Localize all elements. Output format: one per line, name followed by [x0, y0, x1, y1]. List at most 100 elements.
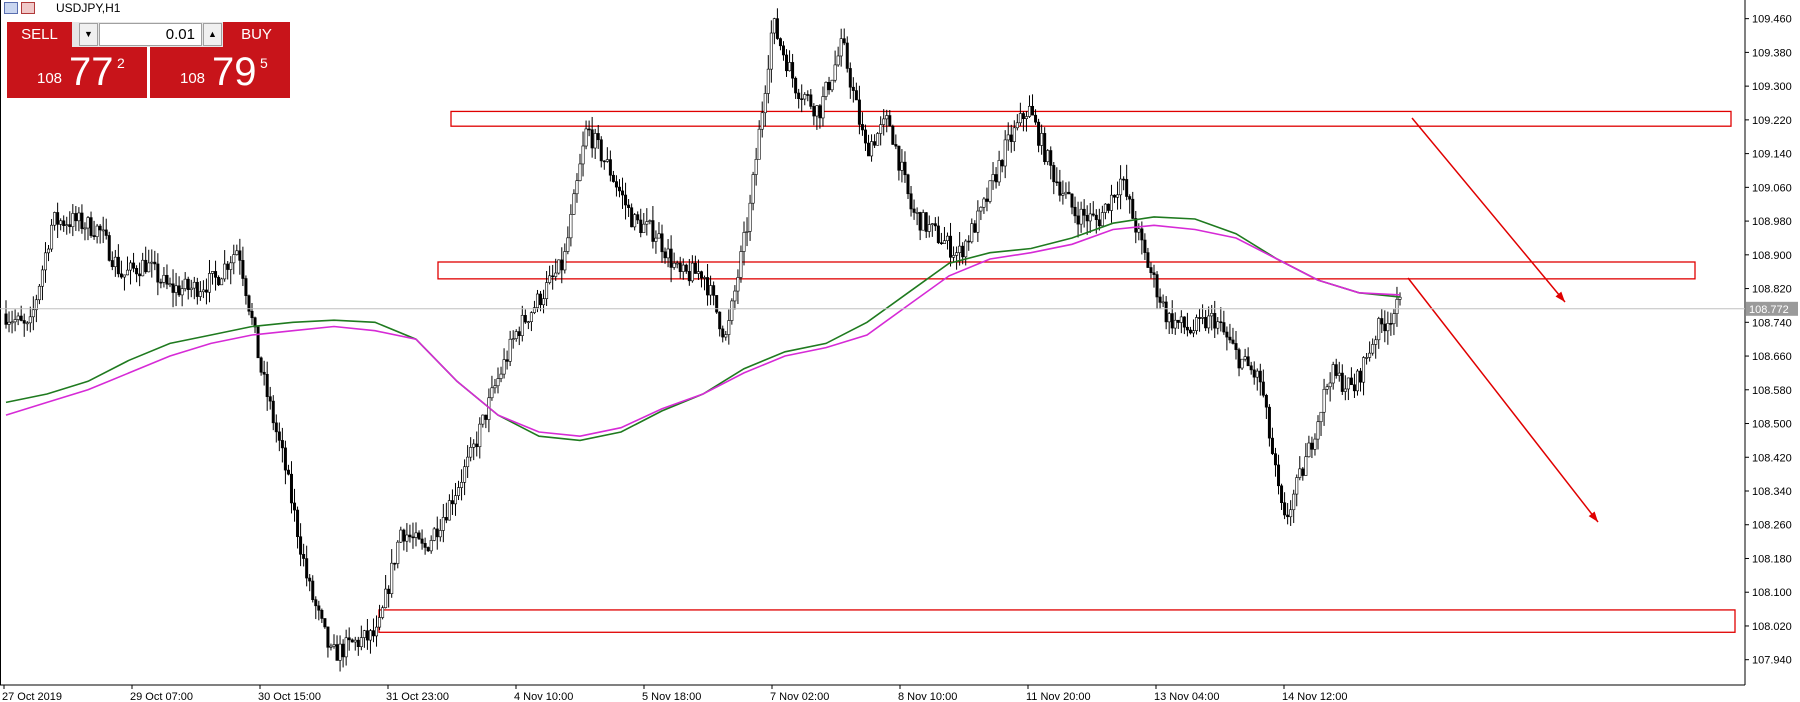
- candle-body: [393, 562, 397, 565]
- candle-body: [970, 223, 974, 243]
- candle-body: [1034, 114, 1038, 123]
- candle-body: [958, 245, 962, 253]
- candle-body: [1201, 317, 1205, 319]
- lot-increase-button[interactable]: ▲: [203, 23, 222, 46]
- resistance-zone-middle: [437, 261, 1696, 280]
- candle-body: [204, 289, 208, 293]
- candle-body: [1143, 239, 1147, 253]
- candle-body: [132, 262, 136, 269]
- candle-body: [481, 414, 485, 425]
- forecast-arrow-2-head: [1588, 511, 1598, 522]
- candle-body: [690, 262, 694, 282]
- candle-body: [438, 530, 442, 538]
- candle-body: [1255, 370, 1259, 378]
- lot-size-input[interactable]: [99, 23, 202, 46]
- candle-body: [34, 299, 38, 311]
- candle-body: [43, 252, 47, 271]
- candle-body: [1286, 514, 1290, 518]
- candle-body: [25, 322, 29, 325]
- buy-button[interactable]: BUY: [223, 22, 290, 47]
- candle-body: [745, 231, 749, 233]
- buy-price-box[interactable]: 108 79 5: [150, 47, 290, 98]
- x-tick-label: 4 Nov 10:00: [514, 691, 573, 702]
- candle-body: [687, 271, 691, 282]
- candle-body: [657, 233, 661, 239]
- candle-body: [460, 482, 464, 488]
- y-tick-label: 109.380: [1752, 47, 1792, 59]
- candle-body: [10, 321, 14, 324]
- y-tick-label: 108.180: [1752, 553, 1792, 565]
- candle-body: [542, 298, 546, 306]
- candle-body: [1097, 219, 1101, 227]
- candle-body: [942, 240, 946, 244]
- candle-body: [414, 532, 418, 538]
- candle-body: [1009, 134, 1013, 142]
- candle-body: [627, 204, 631, 209]
- candle-body: [630, 207, 634, 228]
- candle-body: [411, 536, 415, 539]
- candle-body: [350, 639, 354, 643]
- candle-body: [854, 90, 858, 101]
- candle-body: [839, 38, 843, 57]
- candle-body: [520, 315, 524, 337]
- candle-body: [1070, 193, 1074, 208]
- candle-body: [1064, 191, 1068, 195]
- candle-body: [450, 500, 454, 505]
- candle-body: [809, 94, 813, 107]
- candle-body: [1304, 456, 1308, 476]
- candle-body: [921, 212, 925, 231]
- x-tick-label: 14 Nov 12:00: [1282, 691, 1347, 702]
- candle-body: [186, 278, 190, 290]
- candle-body: [1012, 127, 1016, 142]
- candle-body: [1207, 315, 1211, 329]
- candle-body: [217, 277, 221, 286]
- candle-body: [651, 220, 655, 242]
- candle-body: [1015, 122, 1019, 129]
- candle-body: [572, 193, 576, 215]
- candle-body: [548, 275, 552, 283]
- candles-layer: [4, 8, 1402, 672]
- candle-body: [1052, 165, 1056, 183]
- y-tick-label: 109.220: [1752, 115, 1792, 127]
- candle-body: [988, 180, 992, 202]
- candle-body: [642, 223, 646, 234]
- candle-body: [678, 262, 682, 272]
- candle-body: [754, 159, 758, 175]
- candle-body: [985, 198, 989, 202]
- candle-body: [949, 235, 953, 258]
- candle-body: [347, 637, 351, 641]
- candle-body: [1204, 317, 1208, 329]
- candle-body: [484, 414, 488, 420]
- candle-body: [314, 599, 318, 607]
- candle-body: [16, 315, 20, 320]
- candle-body: [150, 261, 154, 264]
- candle-body: [1374, 339, 1378, 345]
- sell-price-box[interactable]: 108 77 2: [7, 47, 147, 98]
- y-tick-label: 108.740: [1752, 317, 1792, 329]
- lot-decrease-button[interactable]: ▼: [79, 23, 98, 46]
- candle-body: [879, 124, 883, 134]
- candle-body: [1343, 388, 1347, 392]
- candle-body: [557, 259, 561, 274]
- candle-body: [1307, 442, 1311, 458]
- candle-body: [684, 264, 688, 272]
- candle-body: [982, 198, 986, 208]
- candle-body: [666, 248, 670, 259]
- candle-body: [1116, 194, 1120, 198]
- candle-body: [636, 214, 640, 221]
- candle-body: [286, 469, 290, 475]
- candle-body: [1179, 316, 1183, 323]
- candle-body: [930, 223, 934, 225]
- candle-body: [329, 645, 333, 648]
- sell-button[interactable]: SELL: [7, 22, 72, 47]
- candle-body: [781, 45, 785, 56]
- sell-price-pips: 77: [69, 50, 114, 94]
- candle-body: [1222, 322, 1226, 333]
- candle-body: [605, 159, 609, 162]
- candle-body: [608, 159, 612, 176]
- candle-body: [1237, 349, 1241, 369]
- candle-body: [308, 577, 312, 582]
- candle-body: [1085, 215, 1089, 222]
- candle-body: [906, 174, 910, 195]
